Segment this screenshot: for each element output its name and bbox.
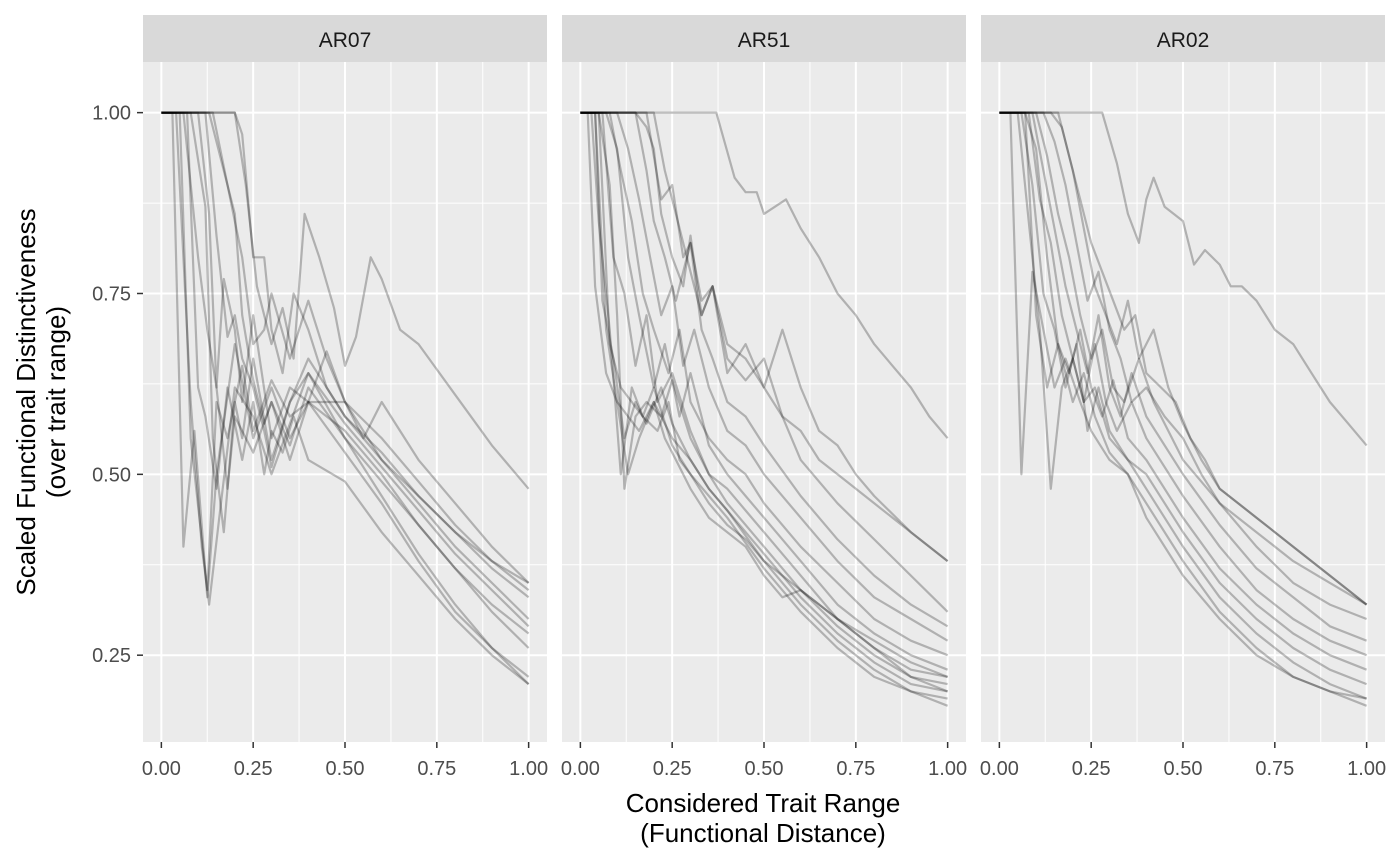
series-line [161,111,530,490]
panel-ar07: AR07 0.00 0.25 0.50 0.75 1.00 0.25 0.50 0.75 1.00 [92,15,548,780]
series-line [161,111,530,649]
series-line [999,111,1368,707]
series-line [161,111,530,584]
y-tick-label: 1.00 [92,103,131,125]
x-tick-label: 0.50 [745,758,784,780]
series-line [999,111,1367,700]
series-line [580,111,949,628]
y-tick-label: 0.25 [92,645,131,667]
series-line [580,111,949,693]
x-tick-label: 0.75 [836,758,875,780]
series-line [161,111,530,685]
x-tick-label: 1.00 [928,758,967,780]
series-line [580,111,948,693]
series-line [999,111,1368,606]
x-axis-title-line-1: Considered Trait Range [626,788,901,818]
strip-label: AR02 [1157,29,1210,52]
series-line [580,111,949,562]
series-line [999,111,1368,671]
y-axis-title-line-2: (over trait range) [41,306,71,498]
strip-background [981,15,1385,62]
series-line [161,111,530,599]
series-line [580,111,948,678]
x-tick-label: 1.00 [509,758,548,780]
series-line [161,111,530,628]
series-line [580,111,949,562]
panel-ar51: AR51 0.00 0.25 0.50 0.75 1.00 [561,15,967,780]
y-axis-title-line-1: Scaled Functional Distinctiveness [11,208,41,595]
x-tick-label: 0.75 [1255,758,1294,780]
x-tick-label: 0.25 [1072,758,1111,780]
series-group [161,111,530,685]
strip-label: AR07 [319,29,372,52]
x-tick-label: 1.00 [1347,758,1386,780]
series-line [999,111,1368,447]
series-line [580,111,948,700]
strip-label: AR51 [738,29,791,52]
x-tick-label: 0.00 [561,758,600,780]
series-line [580,111,949,657]
series-line [580,111,949,671]
series-line [580,111,948,686]
x-tick-label: 0.75 [417,758,456,780]
series-line [161,111,530,635]
series-line [580,111,949,678]
series-line [580,111,949,439]
panel-ar02: AR02 0.00 0.25 0.50 0.75 1.00 [980,15,1386,780]
y-tick-label: 0.75 [92,283,131,305]
x-tick-label: 0.00 [980,758,1019,780]
series-line [999,111,1368,657]
series-line [580,111,949,613]
x-tick-label: 0.25 [234,758,273,780]
series-line [999,111,1368,686]
y-tick-label: 0.50 [92,464,131,486]
series-line [999,111,1368,700]
series-line [999,111,1368,606]
x-tick-label: 0.00 [142,758,181,780]
strip-background [562,15,966,62]
x-tick-label: 0.50 [1164,758,1203,780]
series-line [161,111,530,678]
series-line [161,111,530,584]
series-line [161,111,530,591]
strip-background [143,15,547,62]
series-line [999,111,1368,621]
series-group [580,111,949,707]
series-group [999,111,1368,707]
series-line [999,111,1368,606]
x-tick-label: 0.25 [653,758,692,780]
x-tick-label: 0.50 [326,758,365,780]
series-line [999,111,1368,642]
series-line [161,111,530,620]
series-line [580,111,949,707]
axis-titles: Considered Trait Range (Functional Dista… [11,208,900,848]
x-axis-title-line-2: (Functional Distance) [640,818,886,848]
series-line [161,111,530,685]
panels-layer: AR07 0.00 0.25 0.50 0.75 1.00 0.25 0.50 0.75 1.00… [92,15,1386,780]
series-line [580,111,949,642]
